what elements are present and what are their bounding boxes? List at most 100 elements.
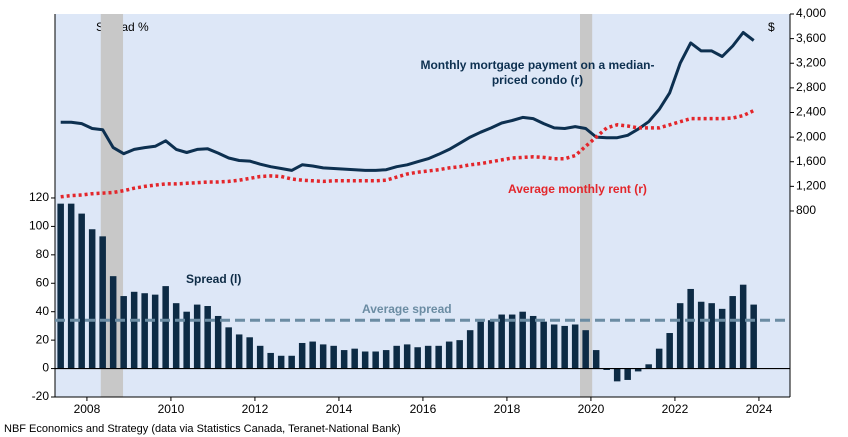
- spread-bar: [393, 345, 400, 369]
- x-tick-label: 2016: [410, 402, 437, 416]
- spread-bar: [204, 306, 211, 369]
- shaded-period: [580, 14, 593, 397]
- spread-bar: [183, 311, 190, 369]
- spread-label: Spread (l): [186, 272, 242, 286]
- y-tick-label: 80: [36, 247, 50, 261]
- x-tick-label: 2008: [74, 402, 101, 416]
- spread-bar: [477, 321, 484, 369]
- spread-bar: [697, 301, 705, 369]
- y2-tick-label: 1,600: [796, 154, 826, 168]
- average-spread-label: Average spread: [362, 302, 452, 316]
- spread-bar: [193, 304, 201, 369]
- spread-bar: [487, 320, 495, 369]
- spread-bar: [372, 351, 379, 369]
- x-tick-label: 2018: [494, 402, 521, 416]
- spread-bar: [445, 341, 453, 369]
- spread-bar: [172, 303, 180, 369]
- spread-bar: [99, 236, 106, 369]
- y-tick-label: 40: [36, 304, 50, 318]
- spread-bar: [666, 333, 673, 369]
- spread-bar: [718, 308, 726, 369]
- x-tick-label: 2020: [578, 402, 605, 416]
- spread-bar: [267, 352, 274, 369]
- shaded-period: [100, 14, 124, 397]
- spread-bar: [571, 324, 579, 369]
- spread-bar: [120, 296, 127, 369]
- spread-bar: [603, 368, 610, 370]
- y2-tick-label: 2,000: [796, 129, 826, 143]
- spread-bar: [151, 294, 159, 369]
- mortgage-label: Monthly mortgage payment on a median-pri…: [420, 58, 655, 87]
- spread-bar: [214, 315, 222, 369]
- spread-bar: [508, 314, 516, 369]
- spread-bar: [298, 342, 306, 369]
- y2-tick-label: 2,800: [796, 80, 826, 94]
- spread-bar: [645, 364, 652, 369]
- y-tick-label: 60: [36, 275, 50, 289]
- spread-bar: [235, 334, 243, 369]
- spread-bar: [361, 351, 369, 369]
- x-tick-label: 2012: [242, 402, 269, 416]
- spread-bar: [351, 348, 358, 369]
- spread-bar: [309, 341, 316, 369]
- spread-bar: [655, 348, 663, 369]
- spread-bar: [141, 293, 148, 369]
- spread-bar: [225, 327, 232, 369]
- spread-bar: [624, 368, 631, 380]
- spread-bar: [424, 345, 432, 369]
- y-tick-label: 0: [42, 361, 49, 375]
- spread-bar: [613, 368, 621, 382]
- y2-tick-label: 1,200: [796, 179, 826, 193]
- spread-bar: [466, 330, 474, 369]
- spread-bar: [382, 350, 390, 369]
- spread-bar: [403, 344, 411, 369]
- spread-bar: [277, 355, 285, 369]
- spread-bar: [550, 324, 558, 369]
- spread-bar: [529, 315, 537, 369]
- spread-bar: [676, 303, 684, 369]
- spread-bar: [246, 337, 253, 369]
- x-tick-label: 2010: [158, 402, 185, 416]
- spread-bar: [162, 286, 169, 369]
- y-tick-label: 120: [29, 190, 49, 204]
- y2-tick-label: 2,400: [796, 105, 826, 119]
- spread-bar: [582, 330, 589, 369]
- spread-bar: [708, 303, 715, 369]
- spread-bar: [288, 355, 295, 369]
- spread-bar: [109, 276, 117, 369]
- spread-bar: [330, 345, 337, 369]
- y2-axis-label: $: [768, 20, 775, 34]
- spread-bar: [739, 284, 747, 369]
- spread-bar: [561, 325, 568, 369]
- spread-bar: [78, 213, 85, 369]
- spread-bar: [256, 345, 264, 369]
- spread-bar: [319, 344, 327, 369]
- spread-bar: [519, 311, 526, 369]
- spread-bar: [340, 350, 348, 369]
- spread-bar: [750, 304, 757, 369]
- spread-bar: [57, 203, 64, 369]
- mortgage-line: [60, 31, 755, 172]
- rent-label: Average monthly rent (r): [508, 182, 647, 196]
- spread-bar: [67, 203, 75, 369]
- y2-tick-label: 4,000: [796, 6, 826, 20]
- x-tick-label: 2022: [662, 402, 689, 416]
- x-tick-label: 2024: [746, 402, 773, 416]
- y-tick-label: -20: [32, 389, 50, 403]
- spread-bar: [634, 368, 642, 372]
- y-tick-label: 100: [29, 219, 49, 233]
- spread-bar: [592, 350, 600, 369]
- spread-bar: [414, 347, 421, 369]
- y-tick-label: 20: [36, 332, 50, 346]
- spread-bar: [687, 288, 694, 369]
- x-tick-label: 2014: [326, 402, 353, 416]
- rent-line: [60, 109, 755, 199]
- spread-bar: [130, 291, 138, 369]
- y2-tick-label: 800: [796, 203, 816, 217]
- source: NBF Economics and Strategy (data via Sta…: [4, 423, 401, 435]
- spread-bar: [435, 345, 442, 369]
- spread-bar: [540, 321, 547, 369]
- spread-bar: [88, 229, 96, 369]
